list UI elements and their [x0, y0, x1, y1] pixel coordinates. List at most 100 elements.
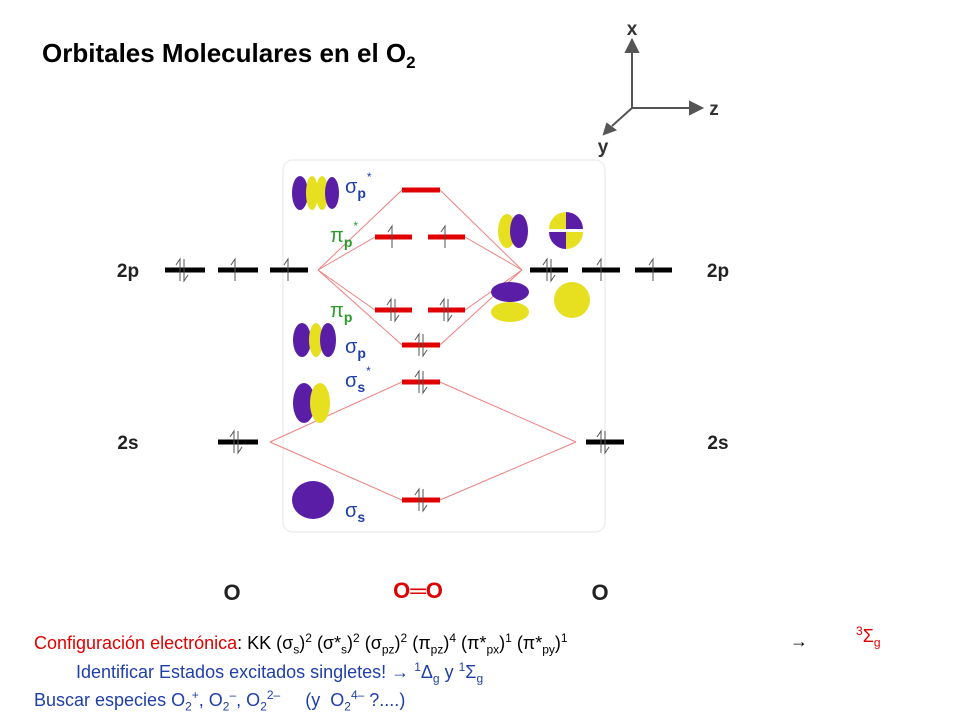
text: s: [341, 642, 348, 657]
electron-up: [283, 257, 289, 281]
orbital-label: σs*: [345, 364, 371, 395]
text: 2–: [266, 688, 281, 702]
electron-up: [440, 224, 446, 248]
text: 4: [449, 631, 457, 645]
atom-label: O: [591, 580, 608, 605]
text: +: [191, 688, 199, 702]
symbol: π: [330, 300, 344, 322]
text: g: [476, 671, 484, 686]
note-line: Identificar Estados excitados singletes!…: [76, 660, 483, 686]
subscript: p: [357, 185, 366, 201]
subscript: s: [357, 509, 365, 525]
superscript: *: [366, 364, 371, 378]
text: (π*: [456, 633, 487, 653]
text: ): [554, 633, 561, 653]
text: 4–: [350, 688, 365, 702]
text: ): [394, 633, 401, 653]
text: 2: [400, 631, 408, 645]
text: 2: [222, 699, 230, 714]
axis-y-label: y: [598, 137, 609, 158]
atomic-label: 2s: [117, 433, 138, 454]
text: 2: [185, 699, 192, 714]
symbol: σ: [345, 370, 358, 392]
electron-down: [394, 299, 400, 323]
orbital-label: πp: [330, 300, 352, 324]
symbol: σ: [345, 336, 358, 358]
electron-down: [422, 489, 428, 513]
axis-z-label: z: [709, 99, 719, 120]
atomic-label: 2s: [707, 433, 728, 454]
text: , O: [236, 690, 261, 710]
electron-up: [386, 297, 392, 321]
text: Σ: [465, 662, 477, 682]
text: s: [293, 642, 300, 657]
term-symbol: 3Σg: [856, 624, 881, 650]
text: px: [486, 642, 500, 657]
atom-label: O: [223, 580, 240, 605]
electron-down: [422, 334, 428, 358]
electron-up: [230, 257, 236, 281]
text: pz: [430, 642, 444, 657]
text: 1: [458, 660, 466, 674]
symbol: σ: [345, 500, 358, 522]
text: 1: [505, 631, 512, 645]
note-line: Buscar especies O2+, O2–, O22– (y O24– ?…: [34, 688, 405, 714]
electron-up: [648, 257, 654, 281]
electron-up: [175, 257, 181, 281]
orbital-label: σp: [345, 336, 366, 360]
subscript: p: [344, 234, 353, 250]
electron-up: [542, 257, 548, 281]
molecular-levels: [375, 187, 465, 503]
electron-up: [414, 487, 420, 511]
orbital-images: [292, 176, 590, 519]
subscript: p: [357, 345, 366, 361]
text: g: [873, 635, 881, 650]
electron-up: [414, 332, 420, 356]
text: (π: [407, 633, 431, 653]
electron-up: [596, 429, 602, 453]
electron-up: [414, 369, 420, 393]
electron-down: [183, 259, 189, 283]
note-line: Configuración electrónica: KK (σs)2 (σ*s…: [34, 631, 568, 657]
text: →: [391, 662, 410, 682]
electron-down: [604, 431, 610, 455]
symbol: σ: [345, 176, 358, 198]
text: 2: [344, 699, 351, 714]
electron-down: [237, 431, 243, 455]
electron-up: [229, 429, 235, 453]
image-frame: [282, 159, 606, 533]
text: –: [229, 688, 237, 702]
text: 2: [305, 631, 312, 645]
text: 3: [856, 624, 863, 638]
molecule-label: O═O: [393, 578, 443, 603]
axes: [602, 37, 705, 136]
text: 1: [414, 660, 421, 674]
text: Buscar especies O: [34, 690, 186, 710]
text: ?....): [364, 690, 406, 710]
text: (σ: [359, 633, 382, 653]
text: ): [499, 633, 506, 653]
electron-down: [550, 259, 556, 283]
text: (y O: [280, 690, 345, 710]
atomic-label: 2p: [707, 261, 729, 282]
text: 2: [353, 631, 360, 645]
text: , O: [198, 690, 223, 710]
text: ): [443, 633, 450, 653]
symbol: π: [330, 225, 344, 247]
text: : KK (σ: [237, 633, 294, 653]
electron-down: [422, 371, 428, 395]
title-text: Orbitales Moleculares en el O: [42, 38, 407, 68]
subscript: s: [357, 379, 365, 395]
text: 1: [560, 631, 568, 645]
axis-x-label: x: [627, 19, 638, 40]
text: ): [299, 633, 306, 653]
title: Orbitales Moleculares en el O2: [42, 38, 416, 73]
electron-up: [596, 257, 602, 281]
arrow: →: [790, 631, 808, 651]
text: py: [542, 642, 555, 657]
subscript: p: [344, 309, 353, 325]
text: ): [347, 633, 354, 653]
title-subscript: 2: [406, 53, 416, 73]
